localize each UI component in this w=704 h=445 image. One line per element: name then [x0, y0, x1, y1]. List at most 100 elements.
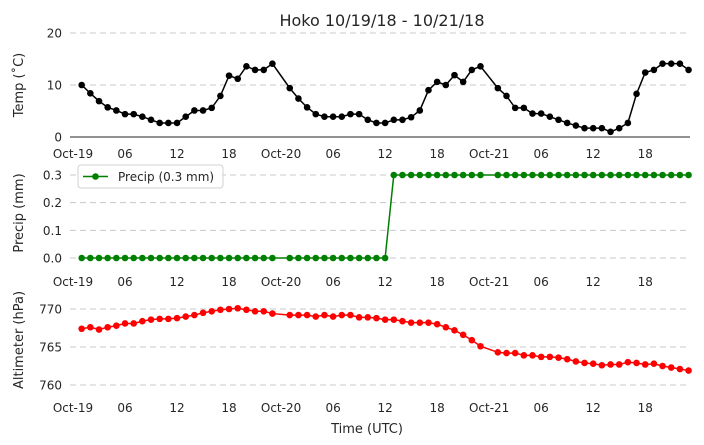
data-point — [199, 309, 207, 317]
data-point — [641, 361, 649, 368]
data-point — [225, 305, 233, 313]
data-point — [364, 254, 372, 262]
data-point — [468, 171, 476, 179]
data-point — [113, 322, 120, 330]
data-point — [217, 306, 224, 314]
data-point — [572, 358, 580, 365]
data-point — [520, 352, 528, 359]
data-point — [303, 311, 311, 319]
data-point — [373, 254, 380, 262]
data-point — [329, 254, 337, 262]
data-point — [78, 325, 85, 333]
data-point — [494, 171, 502, 179]
data-point — [442, 171, 450, 179]
data-point — [87, 254, 94, 262]
data-point — [373, 119, 380, 127]
data-point — [217, 254, 224, 262]
data-point — [494, 84, 502, 92]
data-point — [390, 116, 398, 124]
data-point — [581, 171, 588, 179]
data-point — [121, 110, 129, 118]
data-point — [95, 254, 103, 262]
y-tick-label: 0 — [54, 131, 62, 145]
y-tick-label: 20 — [47, 27, 62, 41]
legend-label: Precip (0.3 mm) — [118, 170, 214, 184]
data-point — [147, 316, 155, 323]
legend-box — [77, 164, 224, 189]
data-point — [555, 116, 562, 124]
y-tick-label: 760 — [39, 379, 62, 393]
data-point — [329, 113, 337, 121]
data-point — [139, 254, 146, 262]
legend-marker — [92, 173, 99, 180]
data-point — [425, 86, 432, 94]
data-point — [78, 254, 85, 262]
data-point — [373, 314, 380, 322]
data-point — [563, 355, 571, 363]
data-point — [243, 254, 250, 262]
data-point — [425, 171, 432, 179]
x-tick-label: 18 — [221, 401, 236, 415]
data-point — [173, 119, 181, 127]
data-point — [165, 119, 172, 127]
data-point — [399, 317, 406, 325]
data-point — [537, 110, 545, 117]
x-tick-label: 06 — [117, 401, 132, 415]
data-point — [581, 359, 588, 367]
x-tick-label: 12 — [586, 275, 601, 289]
data-point — [130, 320, 137, 327]
x-tick-label: Oct-19 — [53, 147, 93, 161]
data-point — [234, 75, 242, 83]
y-tick-label: 765 — [39, 341, 62, 355]
y-tick-label: 0.1 — [43, 224, 62, 238]
data-point — [113, 254, 120, 262]
data-point — [433, 171, 441, 179]
data-point — [364, 116, 372, 124]
data-point — [615, 124, 623, 132]
data-point — [399, 171, 406, 179]
y-axis-label: Precip (mm) — [12, 173, 27, 252]
data-point — [615, 361, 623, 368]
data-point — [312, 254, 320, 262]
data-point — [78, 81, 85, 89]
data-point — [347, 311, 354, 319]
data-point — [208, 307, 216, 315]
data-point — [355, 110, 363, 118]
data-point — [503, 92, 510, 100]
data-point — [364, 314, 372, 321]
data-point — [104, 254, 111, 262]
data-point — [667, 364, 675, 371]
x-tick-label: Oct-20 — [261, 401, 301, 415]
data-point — [546, 171, 554, 179]
data-point — [217, 92, 224, 100]
data-point — [537, 353, 545, 361]
x-tick-label: 12 — [586, 147, 601, 161]
x-tick-label: 06 — [534, 275, 549, 289]
data-point — [269, 60, 276, 67]
data-point — [269, 254, 276, 262]
data-point — [659, 60, 666, 67]
data-point — [87, 90, 94, 97]
data-point — [251, 254, 259, 262]
data-point — [286, 254, 294, 262]
x-tick-label: Oct-21 — [469, 401, 509, 415]
data-point — [191, 254, 198, 262]
data-point — [529, 352, 536, 359]
data-point — [624, 171, 632, 179]
data-point — [555, 354, 562, 361]
data-point — [546, 113, 554, 121]
data-point — [503, 171, 510, 179]
data-point — [676, 171, 684, 179]
data-point — [598, 361, 606, 369]
data-point — [529, 110, 536, 117]
y-tick-label: 0.0 — [43, 252, 62, 266]
data-point — [156, 315, 163, 323]
data-point — [321, 311, 328, 319]
data-point — [269, 310, 276, 317]
data-point — [260, 66, 268, 74]
data-point — [459, 331, 467, 339]
data-point — [338, 311, 346, 319]
data-point — [156, 254, 163, 262]
data-point — [685, 367, 692, 374]
